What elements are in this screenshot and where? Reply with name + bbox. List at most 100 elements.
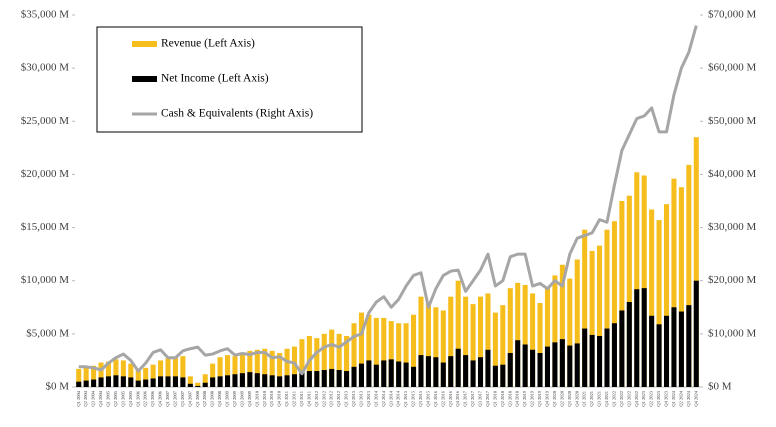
bar bbox=[277, 352, 283, 387]
x-tick-label: Q4 2004 bbox=[98, 390, 103, 406]
bar bbox=[83, 367, 89, 387]
bar bbox=[381, 317, 387, 387]
bar bbox=[83, 380, 89, 387]
x-tick-label: Q1 2022 bbox=[611, 391, 616, 407]
x-tick-label: Q4 2016 bbox=[455, 390, 460, 406]
bar bbox=[269, 350, 275, 387]
bar bbox=[425, 301, 431, 387]
bar bbox=[567, 345, 573, 387]
y-tick-label: $10,000 M bbox=[21, 274, 70, 286]
bar bbox=[366, 360, 372, 387]
bar bbox=[158, 360, 164, 387]
bar bbox=[522, 344, 528, 387]
x-tick-label: Q3 2007 bbox=[180, 390, 185, 406]
x-tick-label: Q1 2018 bbox=[492, 390, 497, 406]
bar bbox=[485, 349, 491, 387]
bar bbox=[544, 346, 550, 387]
x-tick-label: Q2 2011 bbox=[292, 391, 297, 406]
bar bbox=[195, 382, 201, 387]
x-tick-label: Q3 2012 bbox=[329, 391, 334, 407]
bar bbox=[641, 175, 647, 387]
bar bbox=[143, 367, 149, 387]
x-tick-label: Q1 2016 bbox=[433, 390, 438, 406]
bar bbox=[604, 328, 610, 387]
x-tick-label: Q4 2023 bbox=[664, 390, 669, 406]
bar bbox=[492, 365, 498, 387]
bar bbox=[247, 350, 253, 387]
x-tick-label: Q2 2019 bbox=[530, 390, 535, 406]
bar bbox=[299, 372, 305, 387]
bar bbox=[567, 278, 573, 387]
bar bbox=[180, 356, 186, 387]
x-tick-label: Q1 2008 bbox=[195, 390, 200, 406]
bar bbox=[291, 346, 298, 387]
bar bbox=[396, 323, 402, 387]
bar bbox=[686, 305, 692, 387]
x-tick-label: Q1 2021 bbox=[582, 391, 587, 407]
bar bbox=[262, 348, 268, 387]
y2-tick-label: $0 M bbox=[708, 381, 732, 393]
x-tick-label: Q2 2009 bbox=[232, 390, 237, 406]
bar bbox=[388, 321, 394, 387]
x-tick-label: Q3 2022 bbox=[626, 391, 631, 407]
bar bbox=[433, 307, 439, 387]
bar bbox=[530, 293, 536, 387]
bar bbox=[143, 379, 149, 387]
x-tick-label: Q1 2010 bbox=[254, 390, 259, 406]
x-tick-label: Q3 2015 bbox=[418, 390, 423, 406]
bar bbox=[500, 305, 506, 387]
bar bbox=[76, 381, 82, 387]
bar bbox=[314, 338, 320, 387]
bar bbox=[135, 380, 141, 387]
x-tick-label: Q3 2006 bbox=[150, 390, 155, 406]
x-tick-label: Q2 2024 bbox=[678, 390, 683, 406]
x-tick-label: Q4 2014 bbox=[396, 390, 401, 406]
x-tick-label: Q3 2014 bbox=[388, 390, 393, 406]
bar bbox=[537, 352, 543, 387]
x-tick-label: Q1 2014 bbox=[373, 390, 378, 406]
bar bbox=[344, 335, 350, 387]
bar bbox=[619, 201, 625, 387]
x-tick-label: Q2 2010 bbox=[262, 390, 267, 406]
y-tick-label: $25,000 M bbox=[21, 115, 70, 127]
bar bbox=[172, 376, 178, 387]
bar bbox=[217, 376, 223, 387]
bar bbox=[693, 280, 699, 387]
x-tick-label: Q4 2007 bbox=[187, 390, 192, 406]
bar bbox=[611, 323, 617, 387]
bar bbox=[321, 333, 327, 387]
bar bbox=[91, 379, 97, 387]
x-tick-label: Q4 2018 bbox=[515, 390, 520, 406]
bar bbox=[98, 362, 104, 387]
x-tick-label: Q1 2012 bbox=[314, 391, 319, 407]
bar bbox=[195, 385, 201, 387]
x-tick-label: Q1 2011 bbox=[284, 391, 289, 406]
x-tick-label: Q4 2022 bbox=[634, 391, 639, 407]
x-tick-label: Q4 2005 bbox=[128, 390, 133, 406]
x-tick-label: Q4 2015 bbox=[425, 390, 430, 406]
x-tick-label: Q3 2021 bbox=[597, 391, 602, 407]
bar bbox=[470, 304, 476, 387]
x-tick-label: Q2 2021 bbox=[589, 391, 594, 407]
bar bbox=[463, 296, 469, 387]
bar bbox=[284, 348, 290, 387]
bar bbox=[351, 366, 357, 387]
bar bbox=[433, 357, 439, 387]
bar bbox=[663, 315, 670, 387]
bar bbox=[455, 348, 461, 387]
bar bbox=[492, 312, 498, 387]
x-tick-label: Q2 2005 bbox=[113, 390, 118, 406]
x-tick-label: Q1 2005 bbox=[106, 390, 111, 406]
x-tick-label: Q3 2020 bbox=[567, 390, 572, 406]
bar bbox=[425, 356, 431, 387]
x-tick-label: Q4 2017 bbox=[485, 390, 490, 406]
bar bbox=[649, 209, 655, 387]
bar bbox=[463, 355, 469, 387]
bar bbox=[306, 371, 312, 387]
bar bbox=[217, 357, 223, 387]
bar bbox=[120, 360, 126, 387]
x-tick-label: Q1 2009 bbox=[225, 390, 230, 406]
x-tick-label: Q4 2010 bbox=[277, 390, 282, 406]
y2-tick-label: $70,000 M bbox=[708, 9, 757, 21]
bar bbox=[329, 329, 335, 387]
